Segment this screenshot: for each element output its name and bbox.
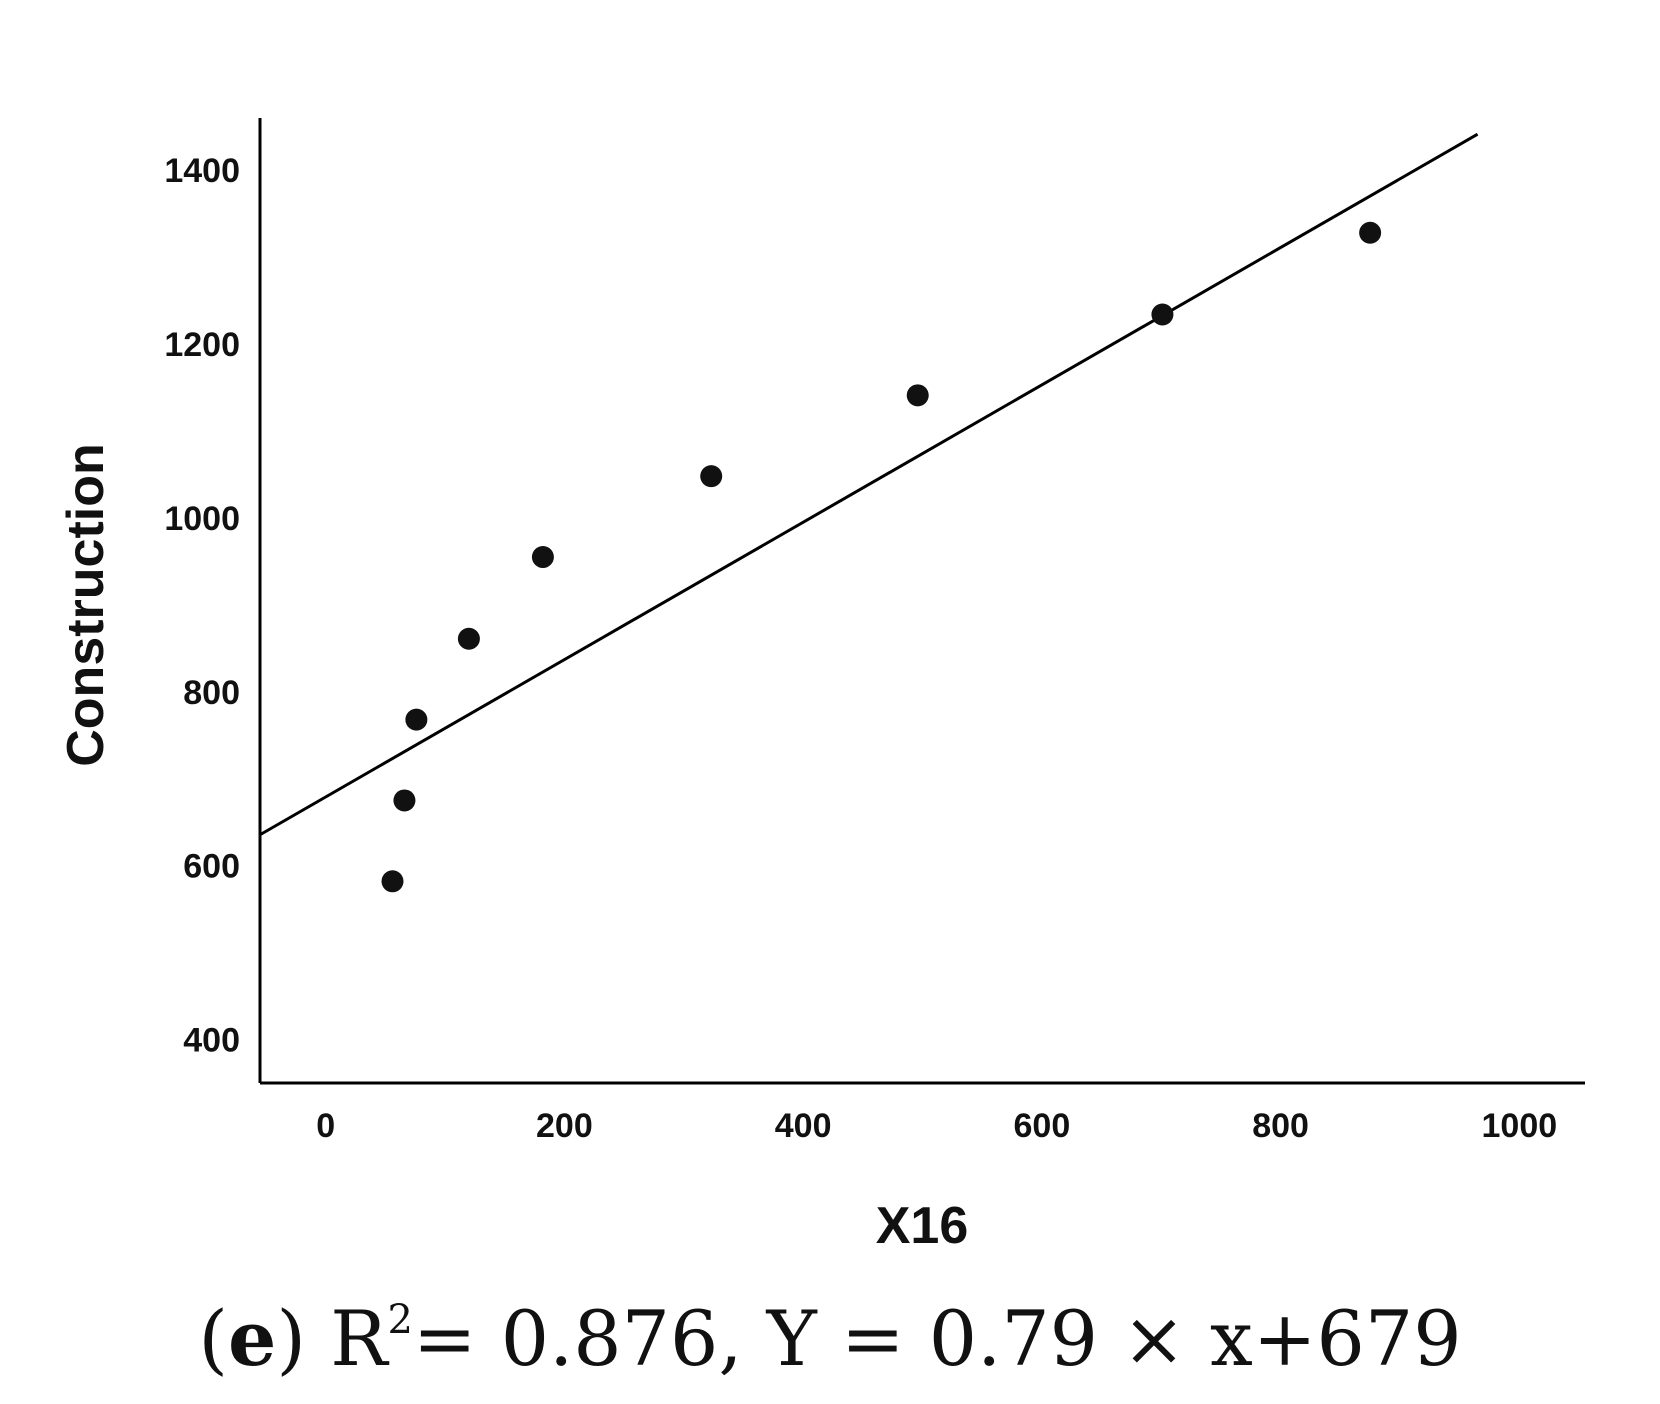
- x-tick-label: 1000: [1482, 1107, 1558, 1145]
- data-point: [700, 465, 723, 488]
- regression-line: [259, 132, 1479, 837]
- x-tick-label: 400: [775, 1107, 832, 1145]
- y-tick-label: 1000: [164, 500, 240, 538]
- caption-open-paren: (: [198, 1294, 229, 1383]
- x-tick-label: 0: [316, 1107, 335, 1145]
- caption-r-symbol: R: [330, 1294, 388, 1383]
- x-tick-label: 600: [1014, 1107, 1071, 1145]
- x-tick-labels: 0 200 400 600 800 1000: [316, 1107, 1557, 1145]
- x-tick-label: 200: [536, 1107, 593, 1145]
- y-tick-labels: 400 600 800 1000 1200 1400: [164, 152, 240, 1059]
- figure-caption: (e) R2= 0.876, Y = 0.79 × x+679: [0, 1300, 1660, 1377]
- data-point: [906, 384, 929, 407]
- y-axis-label: Construction: [57, 443, 115, 767]
- y-tick-label: 1400: [164, 152, 240, 190]
- caption-panel-letter: e: [228, 1294, 277, 1383]
- data-point: [381, 870, 404, 893]
- data-points: [381, 221, 1382, 893]
- data-point: [405, 708, 428, 731]
- data-point: [1359, 221, 1382, 244]
- caption-equation: = 0.876, Y = 0.79 × x+679: [412, 1294, 1462, 1383]
- x-tick-label: 800: [1252, 1107, 1309, 1145]
- data-point: [1151, 303, 1174, 326]
- data-point: [531, 546, 554, 569]
- data-point: [393, 789, 416, 812]
- y-tick-label: 400: [183, 1022, 240, 1060]
- scatter-chart: 0 200 400 600 800 1000 400600800100012001400 …: [57, 118, 1585, 1255]
- caption-superscript: 2: [387, 1297, 413, 1343]
- caption-close-paren: ): [276, 1294, 307, 1383]
- data-point: [457, 627, 480, 650]
- y-tick-label: 1200: [164, 326, 240, 364]
- axes: [258, 118, 1585, 1085]
- regression-line-group: [259, 132, 1479, 837]
- y-tick-label: 800: [183, 674, 240, 712]
- y-tick-label: 600: [183, 848, 240, 886]
- x-axis-label: X16: [876, 1197, 969, 1255]
